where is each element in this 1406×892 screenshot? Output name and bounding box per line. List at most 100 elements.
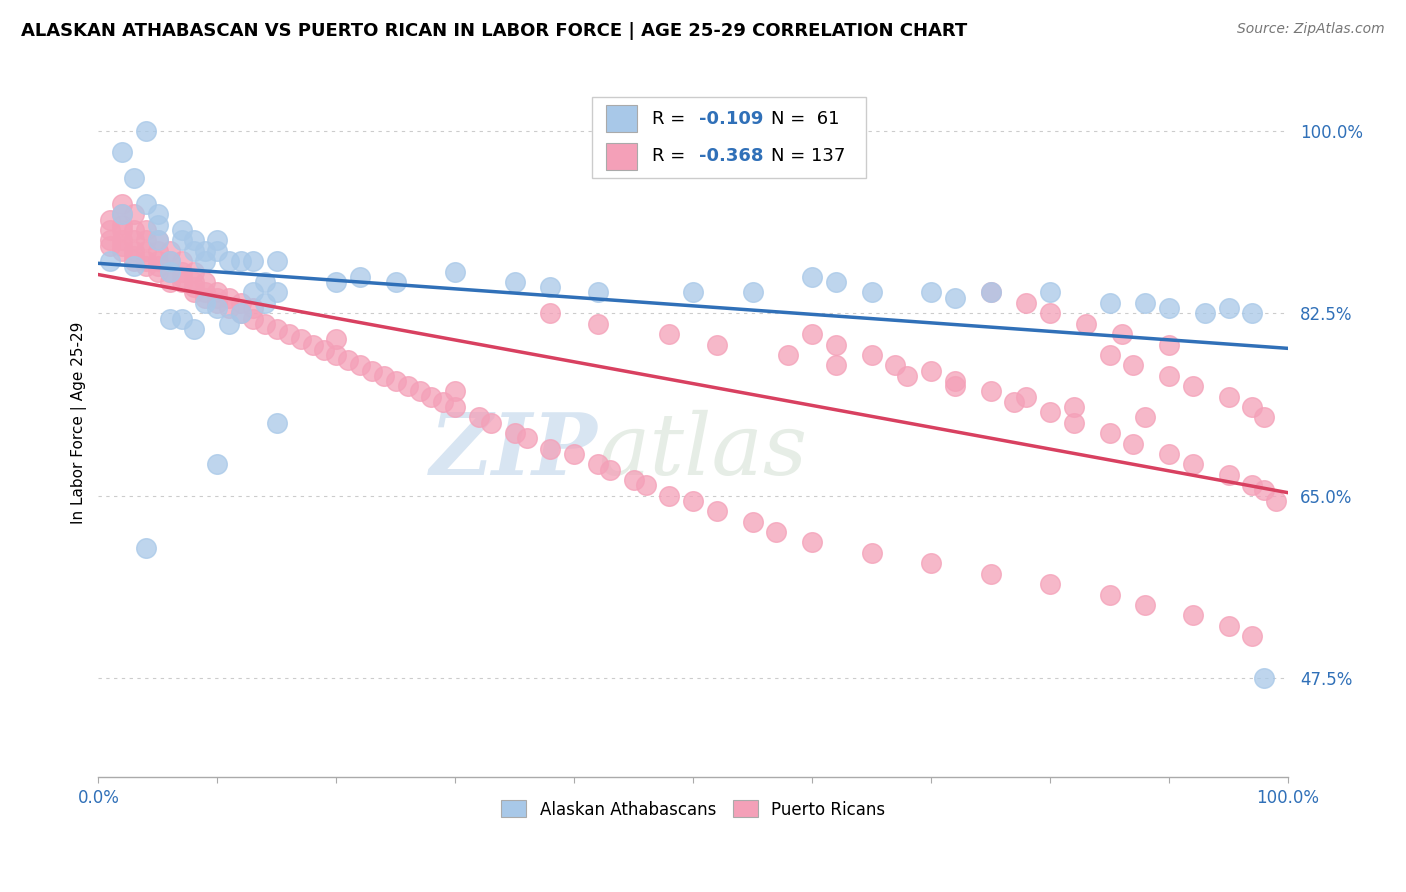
Point bbox=[586, 317, 609, 331]
Point bbox=[1241, 478, 1264, 492]
Point bbox=[1098, 426, 1121, 441]
Point bbox=[325, 275, 347, 289]
FancyBboxPatch shape bbox=[606, 143, 637, 169]
Point bbox=[1098, 588, 1121, 602]
Point bbox=[706, 504, 728, 518]
Point bbox=[207, 296, 229, 310]
Point bbox=[135, 234, 157, 248]
Text: ZIP: ZIP bbox=[430, 409, 598, 492]
Point bbox=[765, 524, 787, 539]
Point bbox=[111, 218, 134, 232]
Point bbox=[135, 260, 157, 274]
Point bbox=[980, 285, 1002, 300]
Point bbox=[825, 359, 848, 373]
Point bbox=[801, 535, 824, 549]
Point bbox=[860, 348, 883, 362]
Point bbox=[194, 254, 217, 268]
Point bbox=[920, 557, 942, 571]
Point bbox=[122, 234, 145, 248]
Point bbox=[194, 244, 217, 258]
Point bbox=[1015, 390, 1038, 404]
Point bbox=[98, 234, 121, 248]
Point bbox=[1159, 447, 1181, 461]
Point bbox=[1181, 608, 1204, 623]
Point bbox=[349, 359, 371, 373]
Point bbox=[825, 275, 848, 289]
Point bbox=[146, 244, 169, 258]
Point bbox=[122, 223, 145, 237]
Point bbox=[325, 332, 347, 346]
Point bbox=[183, 265, 205, 279]
Point bbox=[194, 275, 217, 289]
Point bbox=[159, 254, 181, 268]
Point bbox=[159, 254, 181, 268]
Point bbox=[207, 285, 229, 300]
Point bbox=[207, 458, 229, 472]
Point bbox=[337, 353, 360, 368]
Point bbox=[98, 254, 121, 268]
Point bbox=[218, 301, 240, 315]
Point bbox=[229, 296, 252, 310]
Point bbox=[1098, 296, 1121, 310]
Text: ALASKAN ATHABASCAN VS PUERTO RICAN IN LABOR FORCE | AGE 25-29 CORRELATION CHART: ALASKAN ATHABASCAN VS PUERTO RICAN IN LA… bbox=[21, 22, 967, 40]
Point bbox=[623, 473, 645, 487]
Point bbox=[194, 291, 217, 305]
Point bbox=[170, 269, 193, 284]
Point bbox=[253, 275, 276, 289]
Point bbox=[135, 541, 157, 555]
Point bbox=[159, 275, 181, 289]
Point bbox=[1135, 598, 1157, 612]
Point bbox=[111, 145, 134, 159]
Point bbox=[207, 244, 229, 258]
Point bbox=[229, 306, 252, 320]
Point bbox=[1159, 301, 1181, 315]
Point bbox=[1253, 410, 1275, 425]
Point bbox=[122, 244, 145, 258]
Point bbox=[1004, 395, 1026, 409]
Point bbox=[1122, 359, 1144, 373]
Point bbox=[1039, 306, 1062, 320]
Point bbox=[884, 359, 907, 373]
Point bbox=[301, 337, 323, 351]
Point bbox=[170, 234, 193, 248]
Point bbox=[207, 234, 229, 248]
Point bbox=[1039, 285, 1062, 300]
Point bbox=[778, 348, 800, 362]
Text: R =: R = bbox=[651, 147, 690, 165]
Point bbox=[1159, 337, 1181, 351]
Point bbox=[146, 218, 169, 232]
Point bbox=[860, 285, 883, 300]
Point bbox=[943, 291, 966, 305]
Point bbox=[1135, 296, 1157, 310]
Point bbox=[314, 343, 336, 357]
Point bbox=[218, 291, 240, 305]
Point bbox=[170, 311, 193, 326]
Point bbox=[207, 301, 229, 315]
Point bbox=[1218, 619, 1240, 633]
Point bbox=[444, 265, 467, 279]
Point bbox=[516, 431, 538, 445]
Point bbox=[266, 285, 288, 300]
Point bbox=[1218, 390, 1240, 404]
Point bbox=[538, 306, 561, 320]
Point bbox=[122, 249, 145, 263]
Point bbox=[1241, 306, 1264, 320]
Point bbox=[111, 207, 134, 221]
Text: Source: ZipAtlas.com: Source: ZipAtlas.com bbox=[1237, 22, 1385, 37]
Point bbox=[1218, 467, 1240, 482]
Text: -0.109: -0.109 bbox=[699, 110, 763, 128]
Point bbox=[980, 384, 1002, 399]
Point bbox=[146, 265, 169, 279]
Point bbox=[1253, 671, 1275, 685]
Point bbox=[1015, 296, 1038, 310]
Point bbox=[218, 317, 240, 331]
Point bbox=[146, 254, 169, 268]
Point bbox=[562, 447, 585, 461]
Point bbox=[538, 280, 561, 294]
Point bbox=[135, 254, 157, 268]
Point bbox=[920, 285, 942, 300]
Text: N =  61: N = 61 bbox=[770, 110, 839, 128]
Point bbox=[277, 327, 299, 342]
Point bbox=[146, 207, 169, 221]
Point bbox=[444, 384, 467, 399]
